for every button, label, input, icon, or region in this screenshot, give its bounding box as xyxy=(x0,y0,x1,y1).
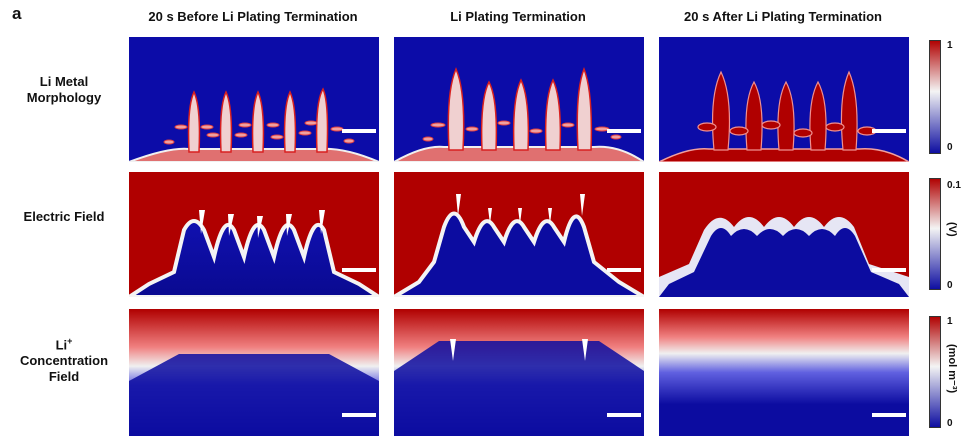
row-label-line: Field xyxy=(48,369,80,385)
electric-field-termination-tile xyxy=(394,172,644,297)
concentration-before-image xyxy=(129,309,379,436)
colorbar-concentration-min: 0 xyxy=(947,418,953,429)
column-title-before: 20 s Before Li Plating Termination xyxy=(148,9,358,24)
plus-superscript: + xyxy=(67,336,73,346)
vector-arrows xyxy=(450,339,588,361)
morphology-before-tile xyxy=(129,37,379,162)
concentration-before-tile xyxy=(129,309,379,436)
morphology-after-image xyxy=(659,37,909,162)
colorbar-concentration-max: 1 xyxy=(947,316,953,327)
concentration-termination-tile xyxy=(394,309,644,436)
electric-field-after-image xyxy=(659,172,909,297)
electric-field-before-image xyxy=(129,172,379,297)
concentration-after-tile xyxy=(659,309,909,436)
electric-field-termination-image xyxy=(394,172,644,297)
concentration-termination-image xyxy=(394,309,644,436)
colorbar-electric-field-unit: (V) xyxy=(946,222,958,237)
vector-arrows xyxy=(456,194,585,224)
row-label-line: Morphology xyxy=(26,90,102,105)
morphology-after-tile xyxy=(659,37,909,162)
panel-letter: a xyxy=(12,4,22,23)
column-title-after: 20 s After Li Plating Termination xyxy=(684,9,882,24)
colorbar-morphology xyxy=(929,40,941,154)
electric-field-before-tile xyxy=(129,172,379,297)
vector-arrows xyxy=(199,210,325,238)
morphology-termination-image xyxy=(394,37,644,162)
row-label-line: Electric Field xyxy=(23,209,105,224)
column-title-termination: Li Plating Termination xyxy=(450,9,586,24)
electric-field-after-tile xyxy=(659,172,909,297)
colorbar-concentration xyxy=(929,316,941,428)
colorbar-concentration-unit: (mol m⁻³) xyxy=(946,344,958,394)
colorbar-electric-field-min: 0 xyxy=(947,280,953,291)
row-label-line: Concentration xyxy=(19,353,109,369)
morphology-before-image xyxy=(129,37,379,162)
concentration-after-image xyxy=(659,309,909,436)
row-label-line: Li Metal xyxy=(39,74,89,89)
row-label-morphology: Li Metal Morphology xyxy=(8,74,120,106)
colorbar-electric-field-max: 0.1 xyxy=(947,180,961,191)
row-label-electric-field: Electric Field xyxy=(8,209,120,225)
colorbar-electric-field xyxy=(929,178,941,290)
colorbar-morphology-min: 0 xyxy=(947,142,953,153)
li-text: Li xyxy=(55,337,68,353)
row-label-line: Li+ xyxy=(8,333,120,353)
morphology-termination-tile xyxy=(394,37,644,162)
row-label-concentration: Li+ Concentration Field xyxy=(8,333,120,385)
colorbar-morphology-max: 1 xyxy=(947,40,953,51)
